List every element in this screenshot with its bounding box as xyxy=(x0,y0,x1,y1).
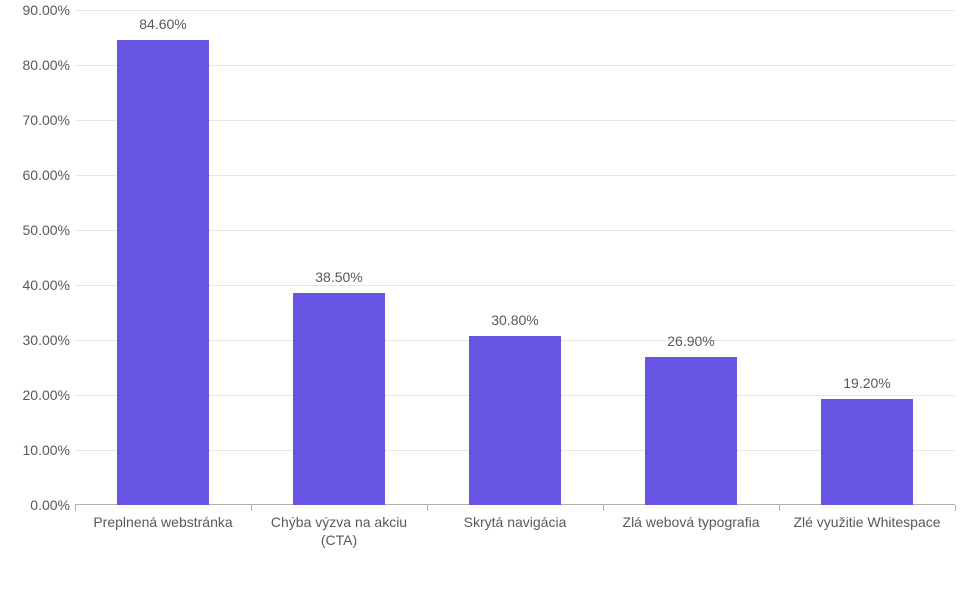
bars-layer xyxy=(75,10,955,505)
data-label: 30.80% xyxy=(445,312,585,328)
bar-rect xyxy=(469,336,561,505)
x-axis-tick xyxy=(779,505,780,511)
bar-rect xyxy=(293,293,385,505)
data-label: 26.90% xyxy=(621,333,761,349)
bar-rect xyxy=(821,399,913,505)
x-tick-label: Preplnená webstránka xyxy=(78,514,248,532)
x-axis-tick xyxy=(427,505,428,511)
bar-rect xyxy=(645,357,737,505)
bar xyxy=(645,357,737,505)
y-tick-label: 40.00% xyxy=(10,277,70,293)
bar-chart: 0.00% 10.00% 20.00% 30.00% 40.00% 50.00% 60.00… xyxy=(0,0,965,590)
x-axis-tick xyxy=(603,505,604,511)
y-tick-label: 80.00% xyxy=(10,57,70,73)
bar xyxy=(293,293,385,505)
x-axis-tick xyxy=(955,505,956,511)
data-label: 19.20% xyxy=(797,375,937,391)
data-label: 84.60% xyxy=(93,16,233,32)
y-tick-label: 20.00% xyxy=(10,387,70,403)
bar xyxy=(469,336,561,505)
x-tick-label: Chýba výzva na akciu (CTA) xyxy=(254,514,424,549)
bar xyxy=(821,399,913,505)
x-tick-label: Zlé využitie Whitespace xyxy=(782,514,952,532)
x-axis-tick xyxy=(75,505,76,511)
y-tick-label: 60.00% xyxy=(10,167,70,183)
y-tick-label: 70.00% xyxy=(10,112,70,128)
y-tick-label: 50.00% xyxy=(10,222,70,238)
y-tick-label: 90.00% xyxy=(10,2,70,18)
y-tick-label: 10.00% xyxy=(10,442,70,458)
data-label: 38.50% xyxy=(269,269,409,285)
x-tick-label: Zlá webová typografia xyxy=(606,514,776,532)
x-axis-tick xyxy=(251,505,252,511)
y-tick-label: 0.00% xyxy=(10,497,70,513)
x-tick-label: Skrytá navigácia xyxy=(430,514,600,532)
y-tick-label: 30.00% xyxy=(10,332,70,348)
bar-rect xyxy=(117,40,209,505)
bar xyxy=(117,40,209,505)
